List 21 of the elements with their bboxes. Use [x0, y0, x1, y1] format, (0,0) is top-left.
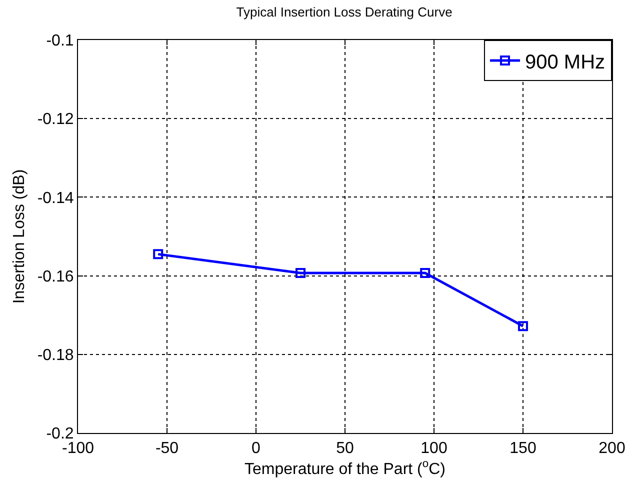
x-tick-label: -50 — [155, 440, 179, 458]
y-tick-label: -0.16 — [37, 268, 74, 286]
y-tick-label: -0.2 — [46, 426, 74, 443]
y-tick-label: -0.14 — [37, 190, 74, 207]
y-tick-label: -0.1 — [46, 32, 74, 50]
point — [296, 268, 306, 278]
x-tick-label: 150 — [510, 440, 536, 458]
x-tick-label: 50 — [336, 440, 354, 458]
x-axis-title: Temperature of the Part ($^{o}$C) — [244, 458, 446, 478]
x-tick-label: 100 — [420, 440, 448, 458]
y-tick-label: -0.12 — [37, 111, 74, 128]
point — [420, 268, 430, 278]
point — [518, 321, 528, 332]
legend-label: 900 MHz — [525, 51, 606, 74]
point — [153, 249, 164, 260]
x-tick-label: 200 — [598, 440, 626, 458]
chart-title: Typical Insertion Loss Derating Curve — [236, 4, 452, 20]
x-tick-label: 0 — [252, 440, 261, 458]
x-tick-label: -100 — [62, 440, 94, 458]
y-axis-title: Insertion Loss (dB) — [11, 169, 28, 304]
y-tick-label: -0.18 — [37, 347, 74, 364]
